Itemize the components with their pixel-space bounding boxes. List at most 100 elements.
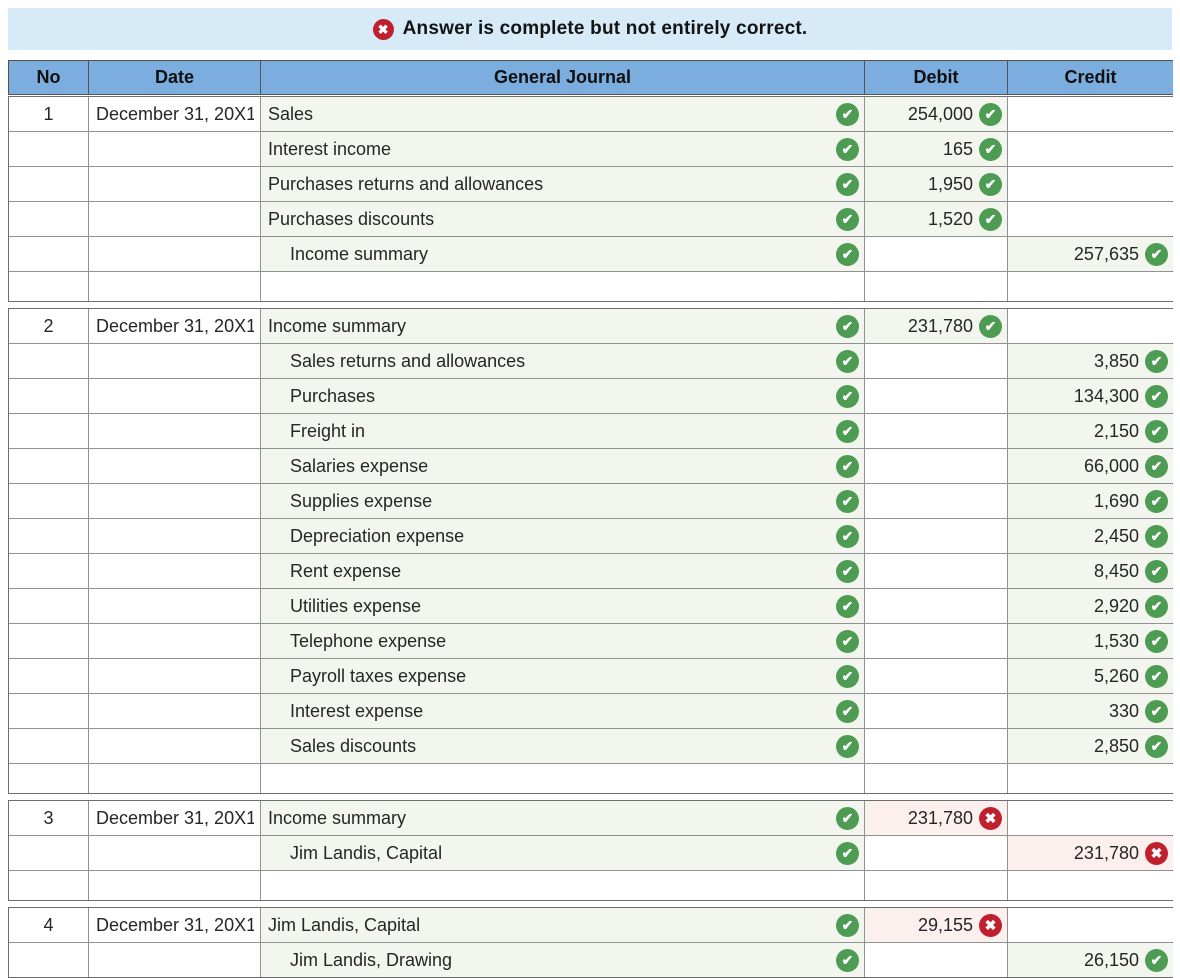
date-cell [89, 379, 261, 413]
check-circle-icon: ✔ [1145, 664, 1168, 688]
account-cell: Sales ✔ [261, 97, 865, 131]
debit-cell [865, 871, 1008, 900]
account-name: Sales discounts [290, 735, 417, 756]
account-cell: Jim Landis, Capital ✔ [261, 908, 865, 942]
account-name: Rent expense [290, 560, 402, 581]
account-name: Interest expense [290, 700, 424, 721]
graded-journal-page: ✖ Answer is complete but not entirely co… [0, 8, 1180, 978]
credit-amount: 1,690 [1093, 490, 1139, 511]
x-circle-icon: ✖ [1145, 841, 1168, 865]
account-name: Depreciation expense [290, 525, 465, 546]
debit-cell [865, 624, 1008, 658]
x-circle-icon: ✖ [979, 913, 1002, 937]
credit-cell: 2,850 ✔ [1008, 729, 1173, 763]
credit-amount: 257,635 [1073, 243, 1139, 264]
date-cell [89, 132, 261, 166]
date-cell [89, 237, 261, 271]
account-cell: Depreciation expense ✔ [261, 519, 865, 553]
no-cell [9, 519, 89, 553]
debit-cell: 29,155 ✖ [865, 908, 1008, 942]
credit-cell [1008, 309, 1173, 343]
account-cell: Sales discounts ✔ [261, 729, 865, 763]
account-cell: Interest expense ✔ [261, 694, 865, 728]
check-circle-icon: ✔ [836, 349, 859, 373]
credit-cell: 1,530 ✔ [1008, 624, 1173, 658]
check-circle-icon: ✔ [836, 242, 859, 266]
date-cell [89, 624, 261, 658]
no-cell [9, 871, 89, 900]
date-text: December 31, 20X1 [96, 914, 254, 935]
account-name: Jim Landis, Drawing [290, 949, 453, 970]
check-circle-icon: ✔ [979, 172, 1002, 196]
credit-amount: 2,450 [1093, 525, 1139, 546]
journal-table-header: No Date General Journal Debit Credit [8, 60, 1173, 95]
check-circle-icon: ✔ [1145, 454, 1168, 478]
account-cell: Purchases returns and allowances ✔ [261, 167, 865, 201]
journal-entry-block: 4 December 31, 20X1 Jim Landis, Capital ✔ 29… [8, 907, 1173, 978]
credit-cell [1008, 871, 1173, 900]
header-row: No Date General Journal Debit Credit [9, 61, 1173, 94]
no-cell [9, 132, 89, 166]
no-cell [9, 836, 89, 870]
debit-amount: 165 [942, 138, 973, 159]
journal-row: 4 December 31, 20X1 Jim Landis, Capital ✔ 29… [9, 908, 1173, 943]
account-name: Jim Landis, Capital [268, 914, 421, 935]
date-cell [89, 272, 261, 301]
account-name: Utilities expense [290, 595, 422, 616]
debit-cell [865, 344, 1008, 378]
journal-row: Freight in ✔ 2,150 ✔ [9, 414, 1173, 449]
date-cell [89, 519, 261, 553]
account-cell: Purchases discounts ✔ [261, 202, 865, 236]
credit-cell [1008, 202, 1173, 236]
no-cell [9, 379, 89, 413]
journal-row: Sales discounts ✔ 2,850 ✔ [9, 729, 1173, 764]
check-circle-icon: ✔ [836, 948, 859, 972]
account-name: Supplies expense [290, 490, 433, 511]
date-cell [89, 659, 261, 693]
check-circle-icon: ✔ [1145, 948, 1168, 972]
check-circle-icon: ✔ [836, 454, 859, 478]
journal-entry-block: 1 December 31, 20X1 Sales ✔ 254,000 ✔ Interest… [8, 96, 1173, 302]
date-cell [89, 764, 261, 793]
journal-row: Income summary ✔ 257,635 ✔ [9, 237, 1173, 272]
credit-cell: 8,450 ✔ [1008, 554, 1173, 588]
date-cell: December 31, 20X1 [89, 97, 261, 131]
account-name: Purchases [290, 385, 376, 406]
check-circle-icon: ✔ [1145, 524, 1168, 548]
date-cell [89, 414, 261, 448]
no-cell [9, 344, 89, 378]
debit-cell [865, 659, 1008, 693]
check-circle-icon: ✔ [836, 841, 859, 865]
check-circle-icon: ✔ [836, 664, 859, 688]
check-circle-icon: ✔ [836, 524, 859, 548]
journal-row: 2 December 31, 20X1 Income summary ✔ 231,780… [9, 309, 1173, 344]
debit-cell [865, 694, 1008, 728]
debit-cell [865, 519, 1008, 553]
check-circle-icon: ✔ [1145, 629, 1168, 653]
account-cell: Sales returns and allowances ✔ [261, 344, 865, 378]
no-cell [9, 659, 89, 693]
debit-cell [865, 272, 1008, 301]
check-circle-icon: ✔ [836, 806, 859, 830]
credit-amount: 134,300 [1073, 385, 1139, 406]
debit-amount: 254,000 [907, 103, 973, 124]
no-cell [9, 694, 89, 728]
debit-cell [865, 729, 1008, 763]
column-header-date: Date [89, 61, 261, 94]
journal-row: Purchases ✔ 134,300 ✔ [9, 379, 1173, 414]
debit-amount: 1,950 [927, 173, 973, 194]
column-header-general-journal: General Journal [261, 61, 865, 94]
journal-row: Interest income ✔ 165 ✔ [9, 132, 1173, 167]
debit-cell: 1,520 ✔ [865, 202, 1008, 236]
debit-cell [865, 484, 1008, 518]
credit-cell [1008, 132, 1173, 166]
account-name: Freight in [290, 420, 366, 441]
column-header-no: No [9, 61, 89, 94]
check-circle-icon: ✔ [1145, 489, 1168, 513]
date-cell [89, 871, 261, 900]
account-name: Income summary [290, 243, 429, 264]
check-circle-icon: ✔ [836, 384, 859, 408]
debit-amount: 29,155 [917, 914, 973, 935]
account-name: Purchases returns and allowances [268, 173, 544, 194]
journal-row: Purchases discounts ✔ 1,520 ✔ [9, 202, 1173, 237]
